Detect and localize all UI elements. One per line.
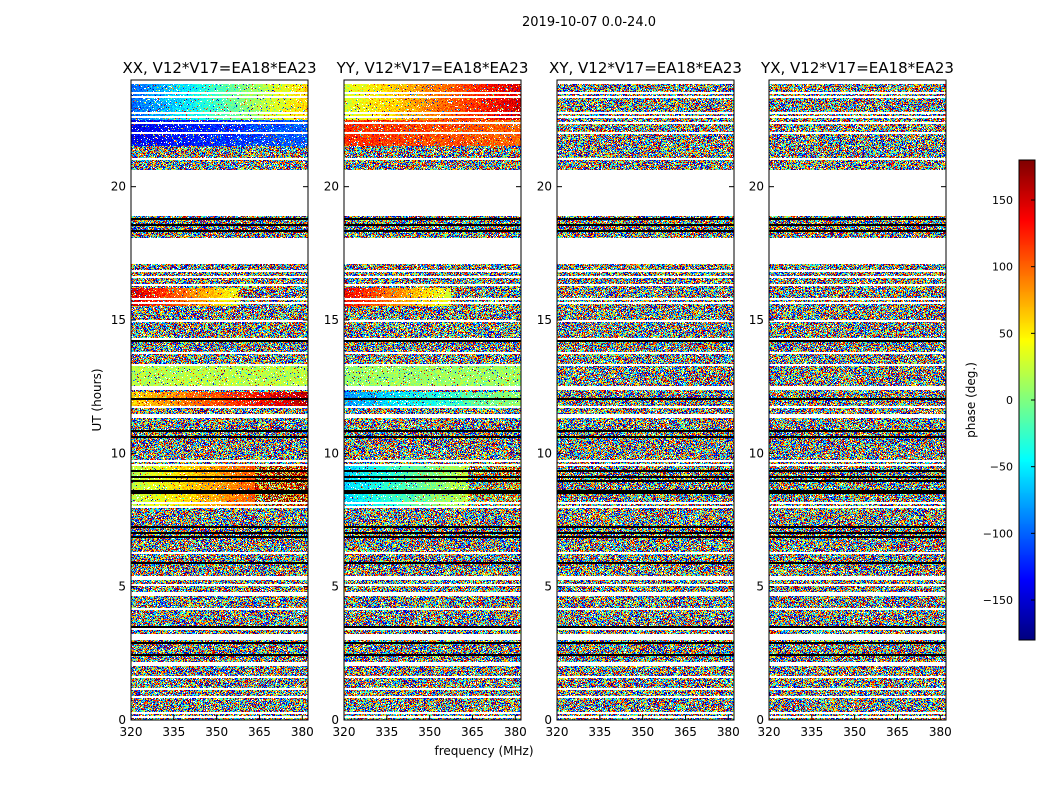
heatmap-xy [557, 80, 734, 720]
x-tick-label: 320 [546, 725, 569, 739]
colorbar-label: phase (deg.) [964, 362, 978, 438]
y-tick-label: 15 [749, 313, 764, 327]
colorbar: 150 100 50 0 −50 −100 −150 [983, 159, 1036, 641]
y-tick-label: 10 [324, 446, 339, 460]
x-tick-label: 350 [843, 725, 866, 739]
panel-frame [556, 79, 735, 721]
y-tick-label: 10 [111, 446, 126, 460]
figure-title: 2019-10-07 0.0-24.0 [522, 15, 656, 30]
panel-xx: XX, V12*V17=EA18*EA23 320 335 350 365 380 0 5 10… [111, 59, 317, 739]
y-tick-label: 10 [749, 446, 764, 460]
y-axis-label: UT (hours) [90, 368, 104, 431]
heatmap-xx [131, 80, 308, 720]
y-tick-label: 0 [756, 713, 764, 727]
x-tick-label: 365 [461, 725, 484, 739]
panel-title: XX, V12*V17=EA18*EA23 [122, 59, 316, 77]
x-tick-label: 380 [717, 725, 740, 739]
colorbar-tick-label: 150 [992, 194, 1013, 207]
x-tick-label: 335 [800, 725, 823, 739]
x-tick-label: 380 [504, 725, 527, 739]
y-tick-label: 20 [537, 180, 552, 194]
y-tick-label: 5 [544, 580, 552, 594]
x-tick-label: 350 [205, 725, 228, 739]
panel-title: XY, V12*V17=EA18*EA23 [549, 59, 742, 77]
panel-yy: YY, V12*V17=EA18*EA23 320 335 350 365 380 0 5 10… [324, 59, 529, 739]
x-tick-label: 320 [758, 725, 781, 739]
y-tick-label: 0 [118, 713, 126, 727]
y-tick-label: 15 [324, 313, 339, 327]
y-tick-label: 5 [756, 580, 764, 594]
x-tick-label: 365 [674, 725, 697, 739]
panel-xy: XY, V12*V17=EA18*EA23 320 335 350 365 380 0 5 10… [537, 59, 742, 739]
y-tick-label: 5 [118, 580, 126, 594]
y-tick-label: 15 [537, 313, 552, 327]
x-tick-label: 335 [588, 725, 611, 739]
colorbar-tick-label: −100 [983, 527, 1013, 540]
y-tick-label: 0 [331, 713, 339, 727]
panel-yx: YX, V12*V17=EA18*EA23 320 335 350 365 380 0 5 10… [749, 59, 954, 739]
x-tick-label: 320 [333, 725, 356, 739]
heatmap-yy [344, 80, 521, 720]
x-tick-label: 350 [631, 725, 654, 739]
y-tick-label: 20 [111, 180, 126, 194]
panel-title: YY, V12*V17=EA18*EA23 [336, 59, 529, 77]
x-axis-label: frequency (MHz) [434, 744, 533, 758]
x-tick-label: 335 [162, 725, 185, 739]
panel-frame [130, 79, 309, 721]
y-tick-label: 0 [544, 713, 552, 727]
heatmap-yx [769, 80, 946, 720]
colorbar-gradient [1019, 160, 1035, 640]
x-tick-label: 365 [886, 725, 909, 739]
x-tick-label: 335 [375, 725, 398, 739]
panels-layer: XX, V12*V17=EA18*EA23 320 335 350 365 380 0 5 10… [111, 59, 954, 739]
panel-title: YX, V12*V17=EA18*EA23 [760, 59, 954, 77]
x-tick-label: 350 [418, 725, 441, 739]
y-tick-label: 5 [331, 580, 339, 594]
x-tick-label: 380 [929, 725, 952, 739]
colorbar-tick-label: 100 [992, 261, 1013, 274]
colorbar-tick-label: −150 [983, 594, 1013, 607]
colorbar-tick-label: −50 [990, 461, 1013, 474]
y-tick-label: 20 [324, 180, 339, 194]
x-tick-label: 380 [291, 725, 314, 739]
panel-frame [343, 79, 522, 721]
panel-frame [768, 79, 947, 721]
y-tick-label: 15 [111, 313, 126, 327]
x-tick-label: 320 [120, 725, 143, 739]
y-tick-label: 10 [537, 446, 552, 460]
colorbar-tick-label: 50 [999, 327, 1013, 340]
x-tick-label: 365 [248, 725, 271, 739]
y-tick-label: 20 [749, 180, 764, 194]
colorbar-tick-label: 0 [1006, 394, 1013, 407]
